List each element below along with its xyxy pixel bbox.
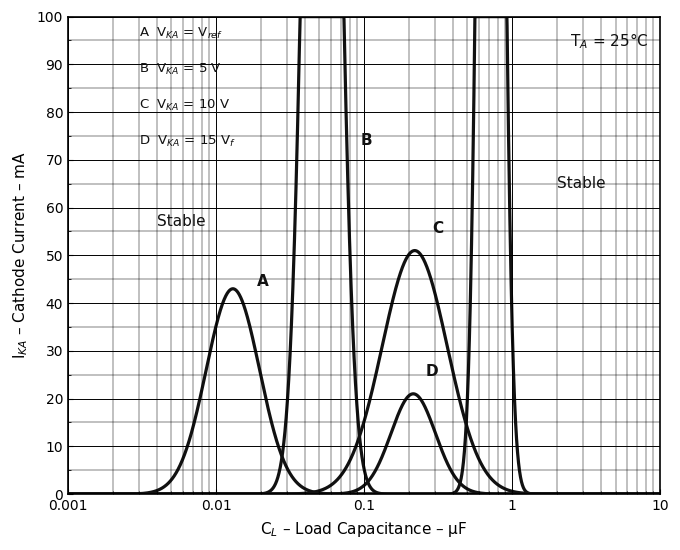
Text: D  V$_{KA}$ = 15 V$_f$: D V$_{KA}$ = 15 V$_f$ — [139, 134, 235, 149]
Text: Stable: Stable — [157, 214, 206, 229]
Text: T$_A$ = 25°C: T$_A$ = 25°C — [570, 31, 648, 51]
Y-axis label: I$_{KA}$ – Cathode Current – mA: I$_{KA}$ – Cathode Current – mA — [11, 151, 30, 359]
Text: C  V$_{KA}$ = 10 V: C V$_{KA}$ = 10 V — [139, 98, 230, 113]
Text: D: D — [426, 365, 438, 380]
Text: A  V$_{KA}$ = V$_{ref}$: A V$_{KA}$ = V$_{ref}$ — [139, 26, 223, 41]
Text: A: A — [257, 274, 269, 289]
Text: B  V$_{KA}$ = 5 V: B V$_{KA}$ = 5 V — [139, 62, 221, 77]
Text: C: C — [432, 221, 443, 236]
Text: Stable: Stable — [557, 176, 605, 191]
X-axis label: C$_L$ – Load Capacitance – μF: C$_L$ – Load Capacitance – μF — [260, 520, 468, 539]
Text: B: B — [360, 133, 373, 148]
